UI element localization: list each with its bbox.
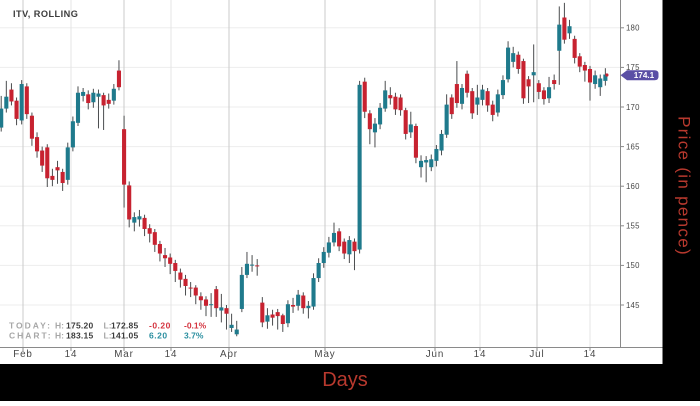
svg-text:174.1: 174.1: [634, 71, 655, 80]
svg-text:170: 170: [626, 103, 640, 112]
svg-text:CHART:: CHART:: [9, 331, 53, 341]
svg-text:3.7%: 3.7%: [184, 331, 204, 341]
svg-text:-0.1%: -0.1%: [184, 321, 207, 331]
svg-text:155: 155: [626, 222, 640, 231]
svg-text:Jun: Jun: [426, 349, 445, 360]
svg-text:Mar: Mar: [114, 349, 134, 360]
svg-text:Days: Days: [322, 369, 368, 391]
svg-text:Price (in pence): Price (in pence): [675, 116, 694, 256]
svg-text:14: 14: [165, 349, 178, 360]
svg-text:180: 180: [626, 24, 640, 33]
svg-text:175.20: 175.20: [66, 321, 94, 331]
svg-text:183.15: 183.15: [66, 331, 94, 341]
svg-text:H:: H:: [55, 321, 64, 331]
svg-text:145: 145: [626, 301, 640, 310]
svg-text:Apr: Apr: [220, 349, 238, 360]
svg-text:Jul: Jul: [529, 349, 544, 360]
svg-text:14: 14: [584, 349, 597, 360]
svg-text:H:: H:: [55, 331, 64, 341]
svg-text:165: 165: [626, 142, 640, 151]
svg-text:14: 14: [65, 349, 78, 360]
svg-text:141.05: 141.05: [111, 331, 139, 341]
svg-text:Feb: Feb: [13, 349, 33, 360]
svg-text:172.85: 172.85: [111, 321, 139, 331]
svg-text:14: 14: [474, 349, 487, 360]
svg-text:May: May: [314, 349, 335, 360]
svg-text:-0.20: -0.20: [149, 321, 171, 331]
svg-text:ITV, ROLLING: ITV, ROLLING: [13, 9, 78, 19]
svg-text:160: 160: [626, 182, 640, 191]
svg-text:150: 150: [626, 261, 640, 270]
svg-text:6.20: 6.20: [149, 331, 168, 341]
svg-text:TODAY:: TODAY:: [9, 321, 52, 331]
